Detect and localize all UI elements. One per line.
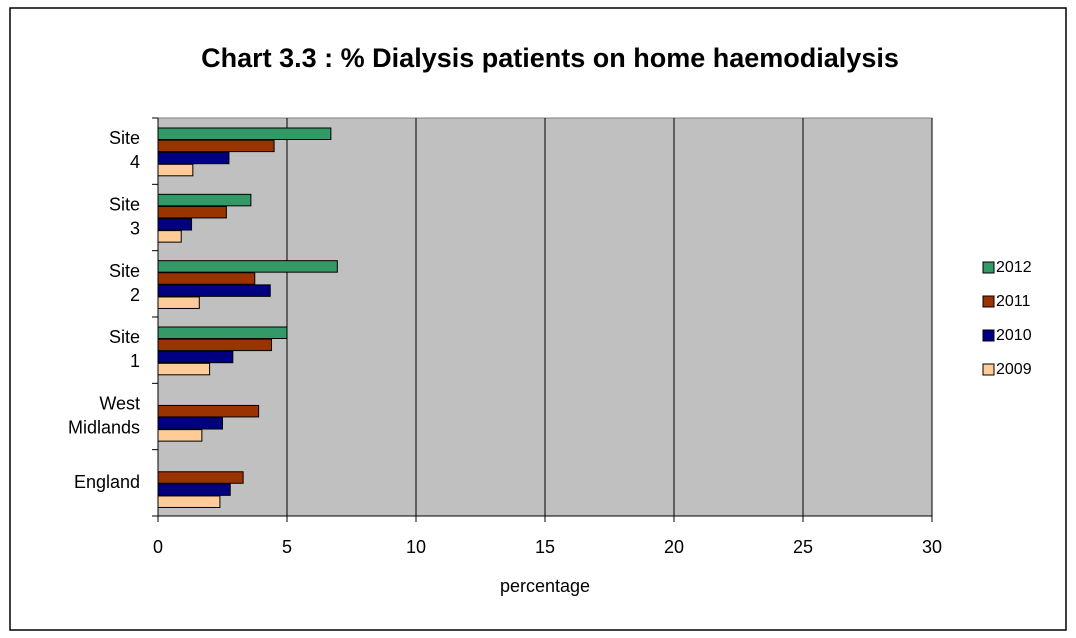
bar: [157, 218, 193, 231]
bar: [157, 205, 227, 219]
bar: [157, 151, 230, 165]
bar: [157, 272, 256, 285]
bar: [157, 326, 288, 339]
bar: [157, 417, 223, 430]
bar: [157, 296, 200, 309]
bar: [157, 284, 271, 297]
y-tick-label: Site 2: [109, 261, 140, 305]
x-axis-label: percentage: [500, 576, 590, 596]
bar: [157, 230, 182, 243]
x-tick-label: 10: [406, 537, 426, 557]
y-tick-label: Site 1: [109, 327, 140, 371]
y-tick-label: Site 4: [109, 128, 140, 172]
legend-label: 2010: [996, 327, 1032, 344]
bar: [157, 471, 244, 484]
y-tick-label: England: [74, 472, 140, 492]
x-tick-label: 5: [282, 537, 292, 557]
y-tick-label: Site 3: [109, 194, 140, 238]
bar: [157, 483, 231, 496]
legend-label: 2009: [996, 361, 1032, 378]
x-tick-label: 25: [793, 537, 813, 557]
bar: [157, 163, 194, 177]
x-tick-label: 20: [664, 537, 684, 557]
bar: [157, 127, 332, 140]
bar: [157, 429, 203, 442]
bar: [157, 362, 211, 376]
bar: [157, 404, 260, 418]
bar: [157, 193, 252, 207]
chart-title: Chart 3.3 : % Dialysis patients on home …: [201, 43, 899, 73]
x-tick-label: 15: [535, 537, 555, 557]
legend-swatch: [982, 363, 995, 376]
y-tick-label: West Midlands: [68, 393, 140, 437]
bar: [157, 338, 273, 352]
x-tick-label: 30: [922, 537, 942, 557]
bar: [157, 350, 234, 364]
legend-swatch: [982, 295, 995, 308]
legend-swatch: [982, 329, 995, 342]
legend-swatch: [982, 261, 995, 274]
legend-label: 2011: [996, 293, 1031, 310]
bar: [157, 495, 221, 508]
bar: [157, 260, 338, 273]
bar: [157, 139, 275, 153]
x-tick-label: 0: [153, 537, 163, 557]
legend-label: 2012: [996, 259, 1032, 276]
